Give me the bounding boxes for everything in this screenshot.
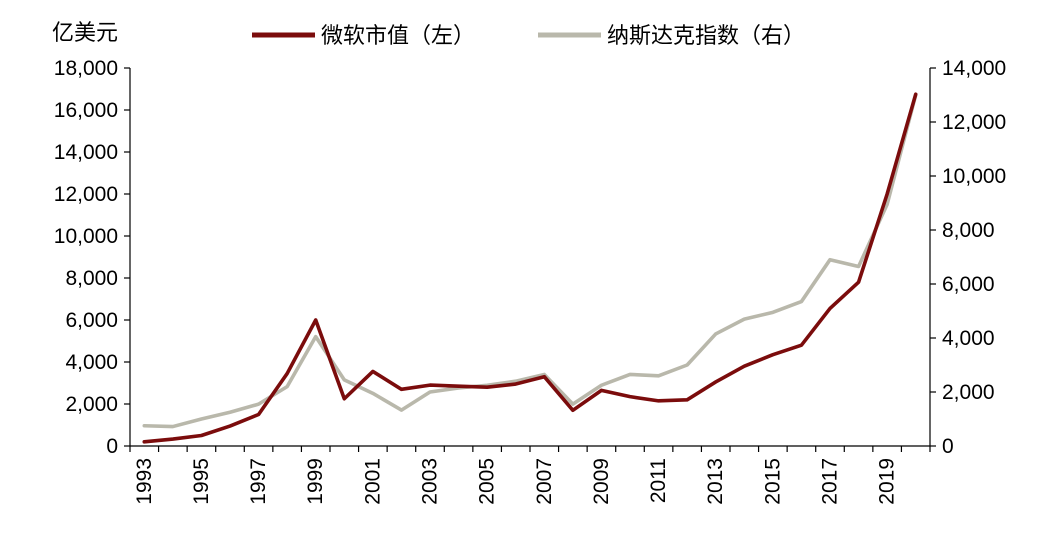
left-tick-label: 8,000: [65, 267, 118, 290]
series-line-nasdaq: [142, 93, 918, 429]
x-tick-label: 2007: [533, 458, 556, 505]
series-layer: [142, 92, 918, 444]
left-axis-ticks: 0 2,000 4,000 6,000 8,000 10,000 12,000 14,000 1…: [54, 57, 130, 458]
right-tick-label: 12,000: [942, 111, 1006, 134]
legend-label-microsoft: 微软市值（左）: [321, 24, 475, 49]
left-tick-label: 18,000: [54, 57, 118, 80]
right-tick-label: 2,000: [942, 381, 995, 404]
legend-label-nasdaq: 纳斯达克指数（右）: [607, 24, 805, 49]
x-axis-ticks: 1993 1995 1997 1999 2001 2003 2005 2007 2009 2011…: [129, 446, 931, 505]
left-tick-label: 16,000: [54, 99, 118, 122]
right-tick-label: 6,000: [942, 273, 995, 296]
right-tick-label: 8,000: [942, 219, 995, 242]
x-tick-label: 2003: [419, 458, 442, 505]
x-tick-label: 2017: [819, 458, 842, 505]
right-tick-label: 14,000: [942, 57, 1006, 80]
left-axis-unit-label: 亿美元: [52, 21, 118, 46]
left-tick-label: 10,000: [54, 225, 118, 248]
left-tick-label: 0: [106, 435, 118, 458]
x-tick-label: 2019: [876, 458, 899, 505]
left-tick-label: 12,000: [54, 183, 118, 206]
legend: 微软市值（左） 纳斯达克指数（右）: [252, 24, 805, 49]
x-tick-label: 2013: [704, 458, 727, 505]
x-tick-label: 2009: [590, 458, 613, 505]
x-tick-label: 2001: [361, 458, 384, 505]
left-tick-label: 14,000: [54, 141, 118, 164]
left-tick-label: 6,000: [65, 309, 118, 332]
left-tick-label: 2,000: [65, 393, 118, 416]
x-tick-label: 2015: [761, 458, 784, 505]
right-tick-label: 0: [942, 435, 954, 458]
x-tick-label: 1997: [247, 458, 270, 505]
x-tick-label: 1995: [190, 458, 213, 505]
x-tick-label: 1999: [304, 458, 327, 505]
right-tick-label: 10,000: [942, 165, 1006, 188]
x-tick-label: 2011: [647, 458, 670, 503]
x-tick-label: 1993: [133, 458, 156, 505]
right-axis-ticks: 0 2,000 4,000 6,000 8,000 10,000 12,000 14,000: [930, 57, 1006, 458]
x-tick-label: 2005: [476, 458, 499, 505]
right-tick-label: 4,000: [942, 327, 995, 350]
series-line-microsoft: [142, 92, 918, 444]
left-tick-label: 4,000: [65, 351, 118, 374]
